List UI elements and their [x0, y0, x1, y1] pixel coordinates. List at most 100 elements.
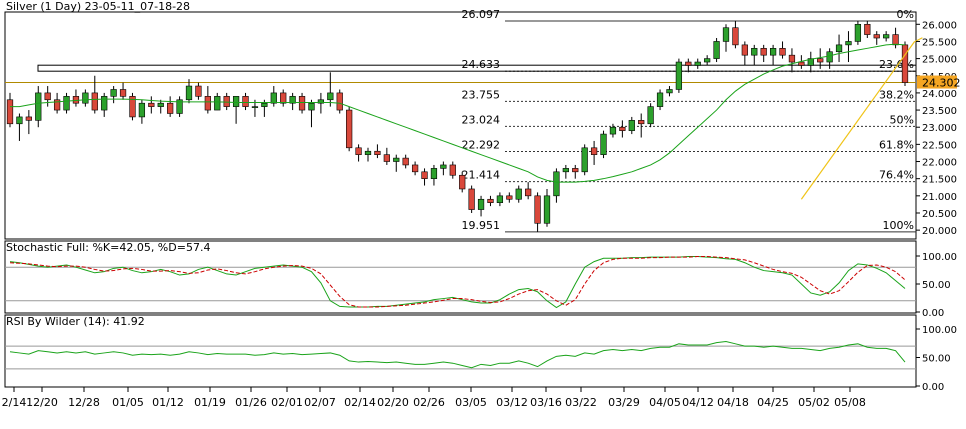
up-candle: [430, 168, 438, 179]
date-tick-label: 05/08: [834, 396, 866, 409]
down-candle: [487, 198, 494, 203]
up-candle: [675, 61, 683, 90]
price-tick-label: 23.500: [922, 106, 957, 117]
date-tick-label: 03/12: [496, 396, 528, 409]
fib-price-label: 21.414: [462, 169, 501, 182]
down-candle: [402, 157, 409, 166]
down-candle: [892, 34, 899, 46]
down-candle: [798, 61, 805, 66]
fib-price-label: 19.951: [462, 219, 501, 232]
fib-percent-label: 50%: [890, 113, 914, 126]
fib-price-label: 26.097: [462, 8, 501, 21]
date-tick-label: 01/26: [235, 396, 267, 409]
date-tick-label: 12/20: [26, 396, 58, 409]
date-tick-label: 02/26: [413, 396, 445, 409]
down-candle: [411, 164, 419, 173]
down-candle: [506, 195, 513, 200]
up-candle: [157, 102, 164, 107]
date-tick-label: 01/05: [112, 396, 144, 409]
down-candle: [298, 96, 306, 111]
date-tick-label: 03/22: [565, 396, 597, 409]
moving-average: [10, 43, 906, 183]
date-tick-label: 02/01: [271, 396, 303, 409]
chart-title: Silver (1 Day) 23-05-11_07-18-28: [6, 0, 190, 13]
down-candle: [741, 44, 748, 56]
down-candle: [732, 27, 739, 46]
fib-percent-label: 100%: [883, 219, 914, 232]
up-candle: [845, 41, 852, 46]
down-candle: [6, 99, 14, 125]
down-candle: [638, 120, 645, 125]
up-candle: [854, 23, 862, 42]
up-candle: [628, 120, 635, 131]
date-axis: 2/14 12/20 12/28 01/05 01/12 01/19 01/26 02/01 0…: [2, 387, 866, 409]
rsi-panel: 100.00 50.00 0.00 RSI By Wilder (14): 41.9…: [4, 314, 957, 393]
down-candle: [195, 85, 202, 97]
up-candle: [393, 157, 400, 162]
up-candle: [185, 85, 193, 101]
price-tick-label: 20.500: [922, 209, 957, 220]
stochastic-panel-frame: [4, 240, 917, 314]
osc-tick-label: 50.00: [922, 354, 951, 365]
fib-price-label: 23.024: [462, 113, 501, 126]
down-candle: [148, 102, 155, 107]
down-candle: [534, 195, 541, 224]
osc-tick-label: 0.00: [922, 308, 944, 319]
down-candle: [685, 61, 692, 66]
stochastic-title: Stochastic Full: %K=42.05, %D=57.4: [6, 241, 210, 254]
down-candle: [374, 150, 381, 155]
up-candle: [807, 58, 814, 66]
up-candle: [694, 61, 701, 66]
down-candle: [864, 23, 871, 35]
down-candle: [346, 109, 353, 149]
down-candle: [383, 154, 390, 162]
date-tick-label: 01/12: [152, 396, 184, 409]
series-line-secondary: [9, 256, 906, 308]
rsi-axis: 100.00 50.00 0.00: [916, 325, 957, 393]
date-tick-label: 04/12: [682, 396, 714, 409]
down-candle: [223, 96, 230, 107]
osc-tick-label: 100.00: [922, 325, 957, 336]
up-candle: [214, 96, 221, 111]
trend-line-extension: [914, 37, 923, 43]
candles: [6, 20, 909, 232]
up-candle: [251, 106, 259, 108]
up-candle: [515, 188, 522, 200]
up-candle: [609, 126, 617, 135]
down-candle: [336, 92, 343, 111]
fib-percent-label: 61.8%: [879, 139, 914, 152]
osc-tick-label: 50.00: [922, 280, 951, 291]
up-candle: [666, 89, 673, 94]
down-candle: [873, 34, 880, 39]
price-tick-label: 23.000: [922, 123, 957, 134]
up-candle: [308, 102, 315, 111]
down-candle: [280, 92, 287, 104]
down-candle: [572, 168, 579, 173]
up-candle: [16, 116, 23, 125]
down-candle: [788, 54, 796, 63]
up-candle: [35, 92, 42, 121]
up-candle: [176, 99, 183, 114]
up-candle: [826, 51, 833, 63]
price-tick-label: 26.000: [922, 20, 957, 31]
up-candle: [63, 96, 70, 111]
down-candle: [421, 171, 428, 179]
price-tick-label: 25.000: [922, 55, 957, 66]
resistance-box: [37, 64, 917, 72]
stochastic-panel: 100.00 50.00 0.00 Stochastic Full: %K=42.0…: [4, 240, 957, 319]
price-tick-label: 21.500: [922, 175, 957, 186]
series-line-primary: [9, 256, 906, 309]
price-tick-label: 24.000: [922, 89, 957, 100]
up-candle: [317, 99, 325, 104]
up-candle: [110, 89, 117, 97]
down-candle: [459, 174, 466, 190]
down-candle: [242, 96, 249, 107]
up-candle: [289, 96, 296, 104]
price-panel-frame: [4, 11, 917, 240]
up-candle: [769, 48, 777, 56]
up-candle: [232, 96, 240, 107]
date-tick-label: 03/16: [530, 396, 562, 409]
down-candle: [91, 92, 98, 111]
down-candle: [204, 96, 211, 111]
